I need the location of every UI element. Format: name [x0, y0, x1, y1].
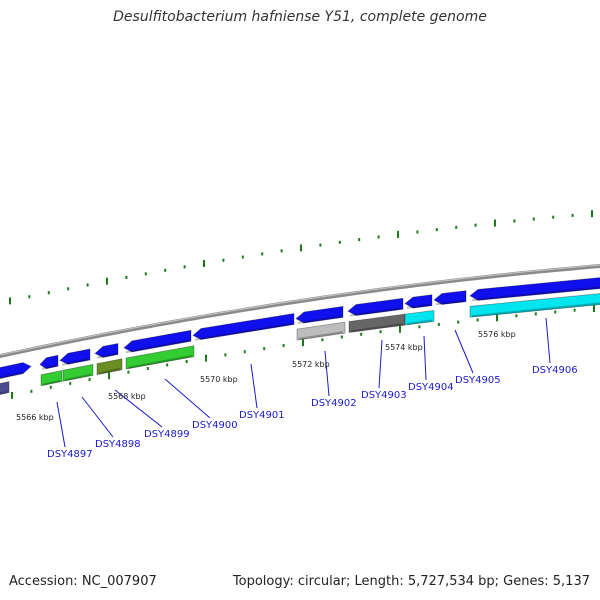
kbp-label: 5566 kbp [16, 413, 54, 422]
kbp-label: 5576 kbp [478, 330, 516, 339]
gene-box [96, 358, 123, 376]
gene-arrow [123, 329, 192, 354]
label-leader-line [250, 363, 258, 409]
gene-box-body [40, 370, 63, 387]
gene-box [62, 363, 94, 382]
gene-arrow-shade [61, 358, 89, 366]
accession-text: Accession: NC_007907 [9, 574, 157, 589]
gene-label: DSY4902 [311, 398, 357, 409]
gene-arrow [404, 294, 433, 309]
gene-arrow [192, 313, 295, 341]
gene-label: DSY4900 [192, 420, 238, 431]
gene-box-body [62, 363, 94, 382]
gene-label: DSY4899 [144, 429, 190, 440]
gene-arrow [433, 290, 467, 306]
gene-label: DSY4901 [239, 410, 285, 421]
gene-box-body [96, 358, 123, 376]
gene-arrow-body [0, 362, 32, 379]
gene-arrow-body [39, 354, 59, 370]
gene-arrow-shade [96, 352, 117, 359]
gene-arrow-body [59, 348, 91, 365]
gene-arrow-shade [297, 315, 342, 324]
gene-arrow-shade [41, 364, 57, 370]
gene-label: DSY4903 [361, 390, 407, 401]
gene-arrow [469, 277, 600, 302]
gene-box-body [469, 293, 600, 318]
genome-summary-text: Topology: circular; Length: 5,727,534 bp… [232, 574, 590, 589]
gene-arrow [295, 305, 344, 324]
label-leader-line [545, 317, 551, 364]
gene-box-shade [98, 367, 121, 375]
gene-box-shade [471, 302, 600, 318]
map-title: Desulfitobacterium hafniense Y51, comple… [113, 9, 487, 25]
label-leader-line [164, 378, 211, 419]
gene-arrow-body [404, 294, 433, 309]
label-leader-line [56, 401, 66, 448]
label-leader-line [324, 350, 330, 397]
gene-arrow-shade [125, 339, 190, 354]
gene-box [0, 381, 10, 395]
gene-arrow-body [433, 290, 467, 305]
gene-box [469, 293, 600, 318]
kbp-label: 5568 kbp [108, 392, 146, 401]
gene-box [348, 313, 406, 333]
gene-arrow-shade [406, 303, 431, 309]
gene-box [40, 370, 63, 387]
gene-arrow-body [295, 305, 344, 324]
gene-label: DSY4898 [95, 439, 141, 450]
gene-box-shade [406, 319, 433, 325]
gene-arrow-shade [0, 371, 24, 379]
gene-arrow-shade [435, 299, 465, 306]
gene-label: DSY4897 [47, 449, 93, 460]
gene-arrow [39, 354, 59, 370]
gene-box-shade [298, 331, 344, 340]
gene-box-shade [64, 373, 92, 382]
gene-arrow [59, 348, 91, 366]
gene-box-shade [42, 379, 61, 386]
kbp-label: 5572 kbp [292, 360, 330, 369]
backbone-highlight [0, 264, 600, 356]
gene-box [296, 321, 346, 341]
backbone-line [0, 263, 600, 359]
label-leader-line [114, 389, 163, 428]
gene-box-shade [350, 323, 404, 333]
gene-box-body [0, 381, 10, 395]
gene-arrow [0, 362, 32, 379]
kbp-label: 5574 kbp [385, 343, 423, 352]
gene-label: DSY4905 [455, 375, 501, 386]
gene-arrow-body [347, 297, 404, 316]
gene-arrow-body [192, 313, 295, 340]
gene-arrow [347, 297, 404, 317]
gene-arrow-shade [194, 322, 293, 341]
label-leader-line [81, 396, 114, 438]
gene-box-shade [127, 354, 193, 369]
gene-box-body [125, 345, 195, 370]
label-leader-line [423, 335, 427, 381]
gene-box [125, 345, 195, 370]
gene-arrow-body [123, 329, 192, 353]
gene-label: DSY4906 [532, 365, 578, 376]
gene-arrow-body [94, 343, 119, 358]
gene-box-shade [0, 390, 8, 395]
gene-box-body [404, 310, 435, 326]
gene-arrow-shade [349, 307, 402, 317]
gene-label: DSY4904 [408, 382, 454, 393]
gene-arrow-shade [471, 286, 600, 302]
label-leader-line [378, 339, 383, 389]
gene-arrow-body [469, 277, 600, 301]
label-leader-line [454, 329, 474, 374]
gene-arrow [94, 343, 119, 359]
kbp-label: 5570 kbp [200, 375, 238, 384]
gene-box [404, 310, 435, 326]
gene-box-body [296, 321, 346, 341]
